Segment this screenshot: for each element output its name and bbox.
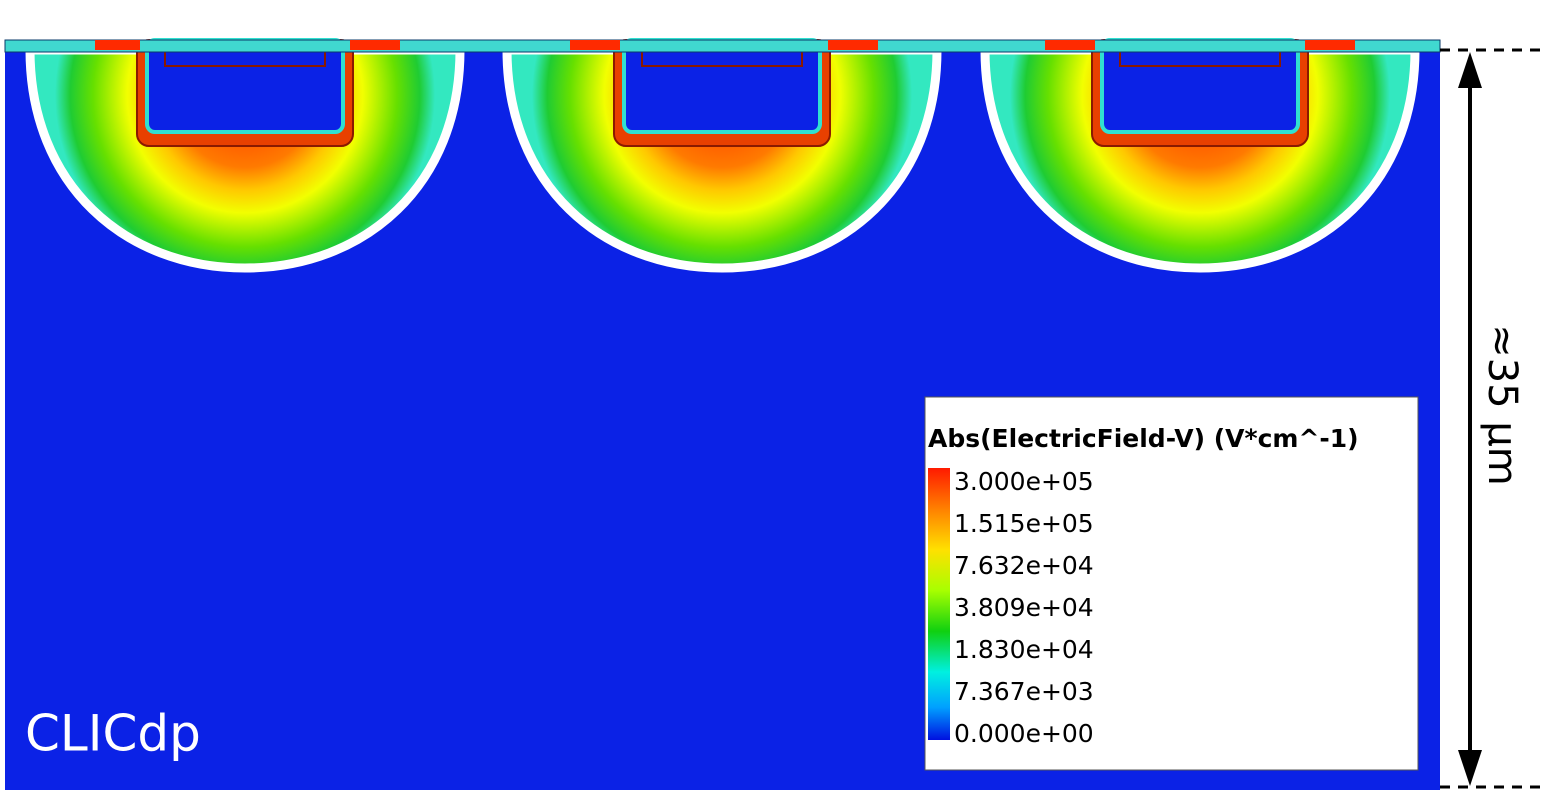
legend-label: 1.515e+05: [954, 509, 1094, 538]
watermark: CLICdp: [25, 705, 201, 763]
scale-label: ≈35 µm: [1479, 324, 1525, 486]
legend-box: [924, 396, 1419, 771]
legend-label: 1.830e+04: [954, 635, 1094, 664]
legend-labels: 3.000e+05 1.515e+05 7.632e+04 3.809e+04 1.83…: [954, 467, 1094, 748]
legend-label: 0.000e+00: [954, 719, 1094, 748]
color-bar: [928, 468, 950, 740]
legend-label: 3.000e+05: [954, 467, 1094, 496]
legend-label: 7.632e+04: [954, 551, 1094, 580]
legend-title: Abs(ElectricField-V) (V*cm^-1): [928, 424, 1359, 453]
legend-label: 7.367e+03: [954, 677, 1094, 706]
legend-label: 3.809e+04: [954, 593, 1094, 622]
surface-layer: [4, 39, 1441, 53]
surface-hotspots: [95, 40, 1355, 50]
